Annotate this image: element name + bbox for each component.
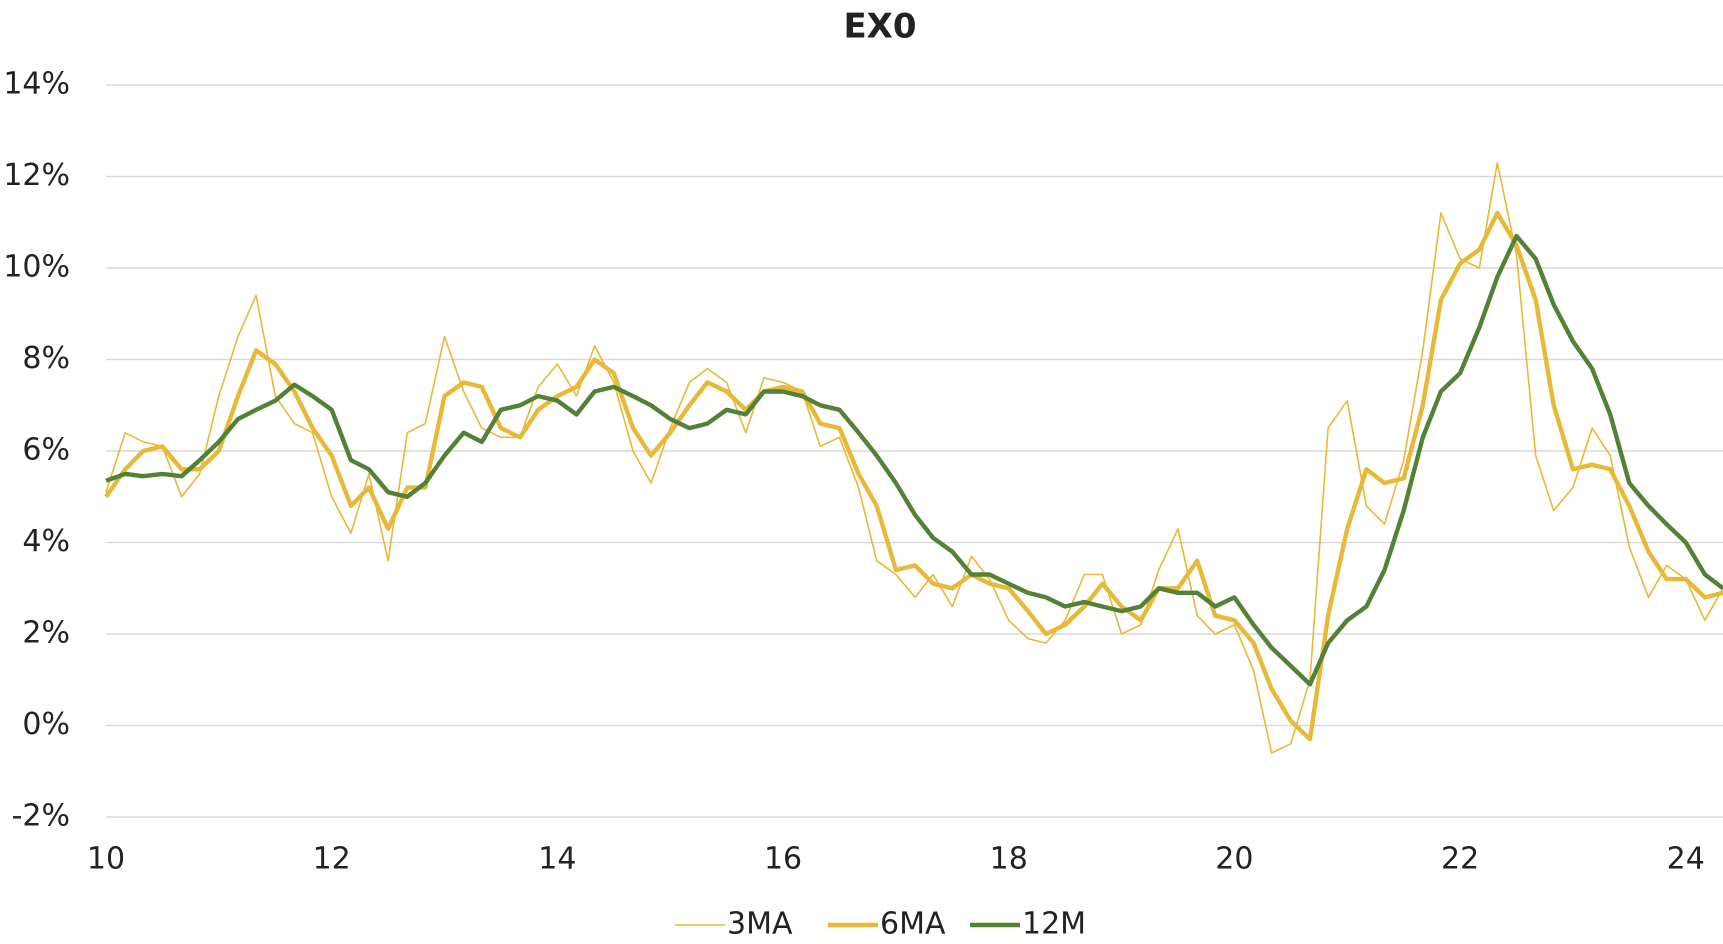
y-tick-label: 8% [22,341,70,376]
y-tick-label: 2% [22,616,70,651]
x-tick-label: 18 [990,842,1028,877]
x-tick-label: 10 [87,842,125,877]
x-tick-label: 22 [1441,842,1479,877]
x-tick-label: 20 [1215,842,1253,877]
x-tick-label: 24 [1667,842,1705,877]
y-tick-label: 10% [3,250,70,285]
y-tick-label: 6% [22,433,70,468]
x-tick-label: 14 [538,842,576,877]
data-line [104,210,1723,742]
legend-label: 12M [1022,907,1086,942]
y-tick-label: 12% [3,158,70,193]
y-tick-label: -2% [12,799,70,834]
y-tick-label: 14% [3,67,70,102]
legend-label: 6MA [880,907,946,942]
chart-title: EX0 [843,7,916,47]
y-tick-label: 4% [22,524,70,559]
y-tick-label: 0% [22,707,70,742]
x-tick-label: 16 [764,842,802,877]
data-line [105,233,1723,687]
legend-label: 3MA [727,907,793,942]
x-tick-label: 12 [313,842,351,877]
